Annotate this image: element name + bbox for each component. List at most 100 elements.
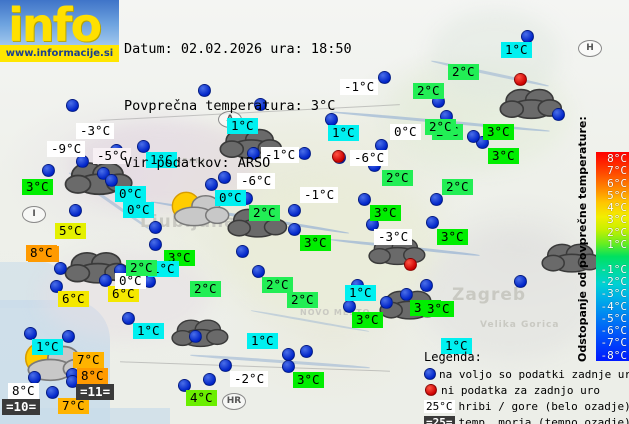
sea-temperature-label: =11= [76, 384, 115, 400]
scale-tick-label: 5°C [607, 188, 627, 202]
logo-url-text: www.informacije.si [5, 48, 114, 59]
station-dot-available[interactable] [137, 140, 150, 153]
station-dot-available[interactable] [178, 379, 191, 392]
temperature-label: 3°C [483, 124, 514, 140]
station-dot-available[interactable] [300, 345, 313, 358]
station-dot-available[interactable] [247, 147, 260, 160]
station-dot-available[interactable] [252, 265, 265, 278]
station-dot-available[interactable] [99, 274, 112, 287]
temperature-label: 2°C [190, 281, 221, 297]
station-dot-available[interactable] [358, 193, 371, 206]
station-dot-available[interactable] [426, 216, 439, 229]
temperature-label: 3°C [300, 235, 331, 251]
city-label: Velika Gorica [480, 320, 560, 330]
station-dot-available[interactable] [203, 373, 216, 386]
station-dot-available[interactable] [69, 204, 82, 217]
temperature-label: 2°C [448, 64, 479, 80]
station-dot-available[interactable] [378, 71, 391, 84]
temperature-label: 3°C [437, 229, 468, 245]
temperature-label: 2°C [425, 119, 456, 135]
station-dot-available[interactable] [149, 221, 162, 234]
scale-tick-label: 3°C [607, 213, 627, 227]
scale-tick-label: -8°C [600, 348, 628, 362]
temperature-label: 2°C [249, 205, 280, 221]
scale-tick-label: -6°C [600, 324, 628, 338]
temperature-label: 7°C [73, 352, 104, 368]
station-dot-missing[interactable] [332, 150, 345, 163]
logo-wordmark: info [8, 0, 102, 52]
temperature-label: 0°C [115, 273, 146, 289]
city-label: NOVO MESTO [300, 308, 371, 317]
temperature-label: 1°C [32, 339, 63, 355]
station-dot-available[interactable] [189, 330, 202, 343]
temperature-label: -1°C [261, 147, 300, 163]
cloud-icon [540, 240, 604, 273]
station-dot-available[interactable] [430, 193, 443, 206]
temperature-label: 1°C [133, 323, 164, 339]
station-dot-available[interactable] [42, 164, 55, 177]
station-dot-available[interactable] [420, 279, 433, 292]
temperature-label: 3°C [352, 312, 383, 328]
temperature-label: 2°C [262, 277, 293, 293]
station-dot-available[interactable] [380, 296, 393, 309]
legend-title: Legenda: [424, 350, 482, 364]
station-dot-available[interactable] [218, 171, 231, 184]
station-dot-available[interactable] [288, 204, 301, 217]
legend-row: =25= temp. morja (temno ozadje) [424, 414, 629, 424]
station-dot-available[interactable] [24, 327, 37, 340]
temperature-label: -6°C [350, 150, 389, 166]
temperature-label: 2°C [287, 292, 318, 308]
cloud-icon [498, 85, 565, 120]
temperature-label: 3°C [22, 179, 53, 195]
station-dot-available[interactable] [552, 108, 565, 121]
scale-tick-label: -4°C [600, 299, 628, 313]
station-dot-available[interactable] [282, 360, 295, 373]
station-dot-available[interactable] [514, 275, 527, 288]
station-dot-available[interactable] [105, 174, 118, 187]
temperature-label: 1°C [328, 125, 359, 141]
info-logo[interactable]: info www.informacije.si [0, 0, 119, 62]
sea-temperature-label: =10= [2, 399, 41, 415]
scale-tick-label: -7°C [600, 336, 628, 350]
header-average-temperature: Povprečna temperatura: 3°C [124, 98, 336, 114]
station-dot-available[interactable] [149, 238, 162, 251]
station-dot-available[interactable] [467, 130, 480, 143]
legend-row: na voljo so podatki zadnje ure [424, 366, 629, 382]
station-dot-available[interactable] [62, 330, 75, 343]
scale-gradient-bar [596, 152, 629, 361]
scale-tick-label: -1°C [600, 262, 628, 276]
station-dot-available[interactable] [50, 280, 63, 293]
scale-tick-label: 7°C [607, 164, 627, 178]
country-code-hr: HR [222, 393, 246, 410]
city-label: KRANJ [176, 157, 206, 165]
station-dot-available[interactable] [66, 99, 79, 112]
station-dot-available[interactable] [122, 312, 135, 325]
station-dot-available[interactable] [46, 386, 59, 399]
temperature-label: 1°C [227, 118, 258, 134]
station-dot-missing[interactable] [404, 258, 417, 271]
station-dot-available[interactable] [54, 262, 67, 275]
station-dot-available[interactable] [288, 223, 301, 236]
station-dot-available[interactable] [198, 84, 211, 97]
temperature-label: -3°C [374, 229, 413, 245]
temperature-label: 6°C [58, 291, 89, 307]
country-code-h: H [578, 40, 602, 57]
temperature-label: 4°C [186, 390, 217, 406]
scale-tick-label: -5°C [600, 311, 628, 325]
station-dot-available[interactable] [219, 359, 232, 372]
temperature-label: 1°C [247, 333, 278, 349]
station-dot-available[interactable] [236, 245, 249, 258]
scale-title: Odstopanje od povprečne temperature: [576, 116, 589, 362]
temperature-label: 1°C [146, 152, 177, 168]
temperature-label: 3°C [423, 301, 454, 317]
station-dot-available[interactable] [400, 288, 413, 301]
station-dot-available[interactable] [205, 178, 218, 191]
temperature-label: 0°C [115, 186, 146, 202]
station-dot-missing[interactable] [514, 73, 527, 86]
station-dot-available[interactable] [254, 98, 267, 111]
legend-swatch [424, 384, 438, 396]
header-text-block: Datum: 02.02.2026 ura: 18:50 Povprečna t… [124, 2, 352, 211]
legend-row-text: ni podatka za zadnjo uro [441, 383, 600, 397]
legend-sea-chip: =25= [424, 415, 455, 424]
header-data-source: Vir podatkov: ARSO [124, 155, 271, 171]
